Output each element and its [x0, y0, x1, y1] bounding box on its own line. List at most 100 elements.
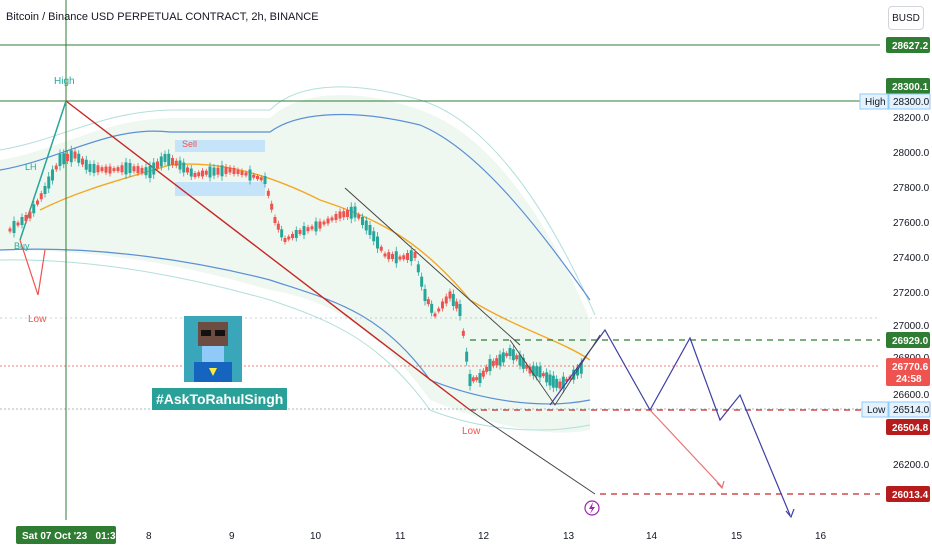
price-tick: 27600.0 [893, 218, 930, 229]
candle-body [518, 354, 522, 366]
candle-body [128, 163, 132, 173]
candle-body [488, 359, 492, 371]
candle-body [256, 176, 259, 179]
price-tick: 26600.0 [893, 390, 930, 401]
candle-body [32, 204, 36, 214]
candle-body [468, 374, 472, 386]
hashtag-label: #AskToRahulSingh [152, 388, 288, 410]
candle-body [77, 153, 81, 163]
annotation-buy: Buy [14, 241, 30, 251]
candle-body [244, 172, 248, 176]
candle-body [51, 169, 54, 181]
candle-body [152, 162, 156, 175]
candle-body [310, 226, 314, 230]
lightning-icon[interactable] [584, 500, 600, 516]
price-tick: 27400.0 [893, 253, 930, 264]
avatar [184, 316, 242, 382]
candle-body [228, 167, 232, 173]
annotation-high: High [54, 76, 75, 87]
candle-body [334, 214, 338, 220]
time-axis[interactable]: Sat 07 Oct '23 01:30 8 9 10 11 12 13 14 … [16, 526, 827, 544]
svg-text:High: High [865, 97, 886, 108]
candle-body [132, 166, 136, 172]
candle-body [58, 154, 62, 166]
candle-body [276, 223, 280, 230]
candle-body [508, 348, 512, 356]
price-tick: 27000.0 [893, 321, 930, 332]
candle-body [306, 227, 310, 232]
candle-body [240, 171, 244, 175]
annotation-lh: LH [25, 162, 37, 172]
candle-body [528, 366, 532, 374]
candle-body [383, 253, 387, 257]
candle-body [43, 186, 47, 194]
candle-body [66, 154, 69, 161]
candle-body [572, 369, 576, 380]
candle-body [81, 158, 84, 165]
candle-body [461, 330, 465, 336]
badge-resistance: 26929.0 [886, 332, 930, 348]
cursor-time-label: Sat 07 Oct '23 01:30 [22, 531, 122, 542]
avatar-icon [184, 316, 242, 382]
candle-body [426, 299, 430, 305]
candle-body [576, 367, 579, 376]
candle-body [420, 276, 424, 287]
badge-high: High 28300.0 [859, 93, 931, 110]
price-tick: 27800.0 [893, 183, 930, 194]
candle-body [116, 167, 120, 172]
time-tick: 11 [395, 531, 406, 542]
candle-body [406, 253, 409, 260]
candle-body [444, 296, 448, 304]
svg-text:28627.2: 28627.2 [892, 41, 929, 52]
candle-body [104, 166, 108, 173]
candle-body [273, 217, 277, 223]
candle-body [204, 170, 208, 175]
candle-body [541, 373, 545, 377]
candle-body [62, 153, 66, 165]
badge-high-line: 28300.1 [886, 78, 930, 94]
candle-body [409, 250, 413, 262]
candle-body [441, 301, 444, 309]
candle-body [163, 154, 167, 162]
candle-body [338, 211, 342, 219]
candle-body [283, 238, 287, 242]
candle-body [322, 221, 326, 225]
candle-body [120, 165, 124, 173]
currency-button[interactable]: BUSD [888, 6, 924, 30]
candle-body [491, 360, 495, 366]
candle-body [216, 167, 220, 175]
candle-body [551, 375, 555, 388]
price-tick: 28200.0 [893, 113, 930, 124]
candle-body [224, 166, 228, 174]
svg-text:26504.8: 26504.8 [892, 423, 929, 434]
candle-body [376, 236, 379, 249]
candle-body [330, 217, 334, 221]
time-tick: 14 [646, 531, 658, 542]
candle-body [186, 167, 189, 173]
price-tick: 26200.0 [893, 460, 930, 471]
candle-body [47, 176, 51, 189]
candle-body [92, 163, 96, 173]
svg-text:26514.0: 26514.0 [893, 405, 930, 416]
candle-body [475, 377, 479, 381]
candle-body [178, 160, 182, 170]
candle-body [193, 173, 197, 177]
svg-text:26929.0: 26929.0 [892, 336, 929, 347]
candle-body [361, 217, 364, 225]
candle-body [8, 228, 12, 232]
badge-low: Low 26514.0 [861, 401, 931, 418]
candle-body [24, 215, 28, 221]
time-tick: 13 [563, 531, 575, 542]
candle-body [287, 236, 291, 240]
candle-body [148, 166, 152, 178]
candle-body [402, 255, 406, 260]
candle-body [270, 203, 274, 210]
candle-body [465, 351, 469, 362]
candle-body [280, 229, 284, 238]
candle-body [531, 365, 535, 376]
candle-body [548, 374, 552, 386]
candle-body [342, 211, 346, 218]
time-tick: 16 [815, 531, 827, 542]
candle-body [174, 160, 178, 166]
